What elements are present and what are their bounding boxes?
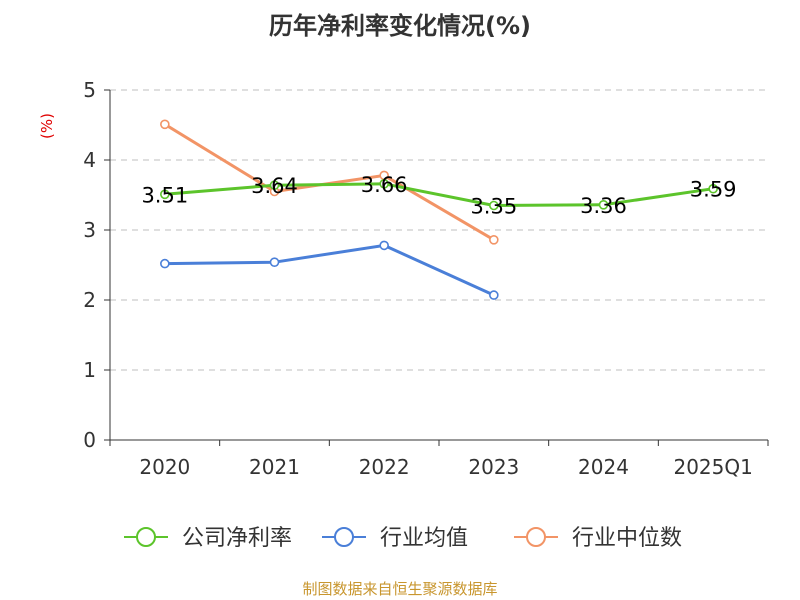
x-tick-label: 2024 — [578, 455, 629, 479]
x-tick-label: 2022 — [359, 455, 410, 479]
series-line — [164, 123, 495, 242]
legend-label: 行业均值 — [380, 526, 468, 551]
source-note: 制图数据来自恒生聚源数据库 — [302, 580, 498, 598]
y-tick-label: 2 — [83, 288, 96, 312]
data-point — [489, 200, 499, 211]
x-tick-label: 2020 — [139, 455, 190, 479]
y-axis-label: (%) — [38, 113, 56, 139]
series-line — [164, 243, 495, 297]
data-point — [269, 180, 280, 190]
data-point — [269, 257, 280, 268]
x-tick-label: 2021 — [249, 455, 300, 479]
data-label: 3.64 — [251, 174, 298, 198]
data-point — [379, 240, 389, 251]
data-point — [708, 183, 718, 194]
y-tick-label: 0 — [83, 428, 96, 452]
legend-label: 公司净利率 — [182, 526, 292, 551]
legend-marker — [334, 527, 354, 547]
data-point — [160, 258, 170, 269]
x-tick-label: 2023 — [468, 455, 519, 479]
data-point — [489, 235, 499, 245]
y-tick-label: 5 — [83, 78, 96, 102]
data-point — [489, 290, 499, 300]
data-label: 3.66 — [361, 173, 408, 197]
y-tick-label: 1 — [83, 358, 96, 382]
y-tick-label: 4 — [83, 148, 96, 172]
data-label: 3.51 — [141, 183, 188, 207]
data-label: 3.59 — [690, 178, 737, 202]
x-tick-label: 2025Q1 — [673, 455, 752, 479]
data-label: 3.36 — [580, 194, 627, 218]
legend-marker — [136, 527, 156, 547]
series-line — [164, 182, 714, 207]
data-point — [379, 179, 389, 189]
data-point — [160, 189, 170, 200]
legend-label: 行业中位数 — [572, 526, 682, 551]
chart-title: 历年净利率变化情况(%) — [269, 12, 531, 40]
data-point — [598, 200, 609, 210]
data-label: 3.35 — [470, 195, 517, 219]
legend-marker — [526, 527, 546, 547]
y-tick-label: 3 — [83, 218, 96, 242]
data-point — [160, 119, 170, 130]
